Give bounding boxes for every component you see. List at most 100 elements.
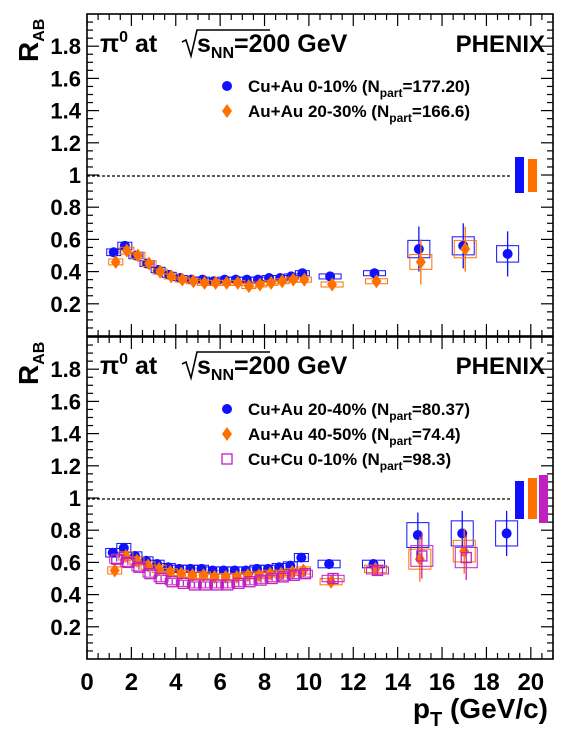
top-y-tick-label: 1.8 xyxy=(50,34,81,59)
top-title-s: s xyxy=(197,30,211,58)
top-point-1 xyxy=(166,269,177,284)
top-point-1 xyxy=(132,248,143,263)
top-point-1 xyxy=(155,264,166,279)
bottom-point-2 xyxy=(111,553,123,565)
top-y-tick-label: 1.4 xyxy=(50,99,81,124)
top-point-1 xyxy=(121,243,132,258)
bottom-sys-box xyxy=(175,579,191,587)
bottom-sys-box xyxy=(198,581,213,589)
x-tick-label: 20 xyxy=(517,669,544,696)
top-point-1 xyxy=(243,279,254,294)
top-legend-label-cuau: Cu+Au 0-10% (Npart=177.20) xyxy=(248,77,470,100)
bottom-point-2 xyxy=(288,569,300,581)
top-y-tick-label: 0.8 xyxy=(50,195,81,220)
top-title-pi-sup: 0 xyxy=(119,29,128,46)
bottom-point-1 xyxy=(187,568,198,583)
bottom-norm-box-cuau xyxy=(515,481,524,519)
top-panel-frame xyxy=(86,13,554,337)
x-tick-label: 12 xyxy=(340,669,367,696)
bottom-sys-box xyxy=(131,563,147,572)
top-sqrt-sign xyxy=(181,29,270,60)
top-point-1 xyxy=(277,274,288,289)
bottom-point-2 xyxy=(233,577,245,589)
svg-text:π0 at: π0 at xyxy=(100,351,158,380)
bottom-point-0 xyxy=(501,528,512,539)
bottom-point-2 xyxy=(255,574,267,586)
top-title-at: at xyxy=(128,30,158,58)
top-y-tick-label: 0.4 xyxy=(50,260,81,285)
x-tick-label: 10 xyxy=(296,669,323,696)
x-axis-label: pT (GeV/c) xyxy=(413,693,548,731)
bottom-legend-marker-cuau xyxy=(222,404,232,414)
top-panel: RAB π0 at sNN=200 GeV PHENIX Cu+Au 0-10%… xyxy=(13,13,554,337)
top-norm-box-cuau xyxy=(515,157,524,193)
bottom-point-2 xyxy=(188,579,201,591)
top-y-tick-label: 1.6 xyxy=(50,66,81,91)
bottom-point-2 xyxy=(371,564,384,577)
top-point-1 xyxy=(299,272,310,287)
bottom-y-tick-label: 1.2 xyxy=(50,454,81,479)
bottom-y-tick-label: 1.8 xyxy=(50,357,81,382)
svg-text:sNN=200 GeV: sNN=200 GeV xyxy=(197,30,348,62)
bottom-point-2 xyxy=(299,568,312,580)
top-panel-title: π0 at sNN=200 GeV xyxy=(100,29,348,62)
top-legend-marker-cuau xyxy=(222,81,232,91)
bottom-point-2 xyxy=(277,571,289,583)
bottom-point-1 xyxy=(176,566,187,581)
bottom-norm-box-auau xyxy=(528,478,537,519)
bottom-point-2 xyxy=(199,579,212,591)
top-point-1 xyxy=(460,242,471,257)
top-point-1 xyxy=(266,275,277,290)
bottom-sys-box xyxy=(209,581,225,589)
bottom-sys-box xyxy=(164,578,180,586)
bottom-panel: RAB π0 at sNN=200 GeV PHENIX Cu+Au 20-40… xyxy=(13,336,554,660)
top-ylabel: RAB xyxy=(13,19,48,62)
bottom-point-2 xyxy=(266,572,278,585)
top-y-tick-label: 1.2 xyxy=(50,131,81,156)
bottom-point-2 xyxy=(122,556,134,569)
bottom-sys-box xyxy=(275,573,291,581)
x-tick-label: 8 xyxy=(258,669,271,696)
bottom-sys-box xyxy=(264,574,280,583)
bottom-norm-box-cucu xyxy=(539,475,548,523)
bottom-title-energy: =200 GeV xyxy=(234,352,348,380)
bottom-experiment-label: PHENIX xyxy=(456,353,545,380)
bottom-point-2 xyxy=(222,579,234,591)
bottom-point-2 xyxy=(177,577,189,589)
svg-text:sNN=200 GeV: sNN=200 GeV xyxy=(197,352,348,384)
top-legend-marker-auau xyxy=(222,104,232,118)
top-point-0 xyxy=(108,247,119,258)
bottom-title-pi: π xyxy=(100,352,119,380)
x-tick-label: 18 xyxy=(473,669,500,696)
bottom-sys-box xyxy=(286,571,302,580)
top-point-1 xyxy=(327,277,338,292)
bottom-y-axis: 0.2 0.4 0.6 0.8 1 1.2 1.4 1.6 1.8 xyxy=(50,344,553,652)
top-title-energy: =200 GeV xyxy=(234,30,348,58)
bottom-y-tick-label: 0.8 xyxy=(50,518,81,543)
top-y-tick-label: 0.6 xyxy=(50,227,81,252)
bottom-point-2 xyxy=(166,576,178,588)
bottom-title-s: s xyxy=(197,352,211,380)
bottom-legend-label-auau: Au+Au 40-50% (Npart=74.4) xyxy=(248,425,461,448)
x-tick-label: 6 xyxy=(213,669,226,696)
top-point-1 xyxy=(254,277,265,292)
bottom-panel-frame xyxy=(86,336,554,660)
bottom-point-2 xyxy=(244,576,256,588)
top-y-tick-label: 0.2 xyxy=(50,292,81,317)
top-point-1 xyxy=(232,275,243,290)
top-legend: Cu+Au 0-10% (Npart=177.20) Au+Au 20-30% … xyxy=(222,77,470,125)
top-point-1 xyxy=(221,275,232,290)
bottom-legend-label-cuau: Cu+Au 20-40% (Npart=80.37) xyxy=(248,400,470,423)
x-tick-label: 14 xyxy=(384,669,411,696)
bottom-legend: Cu+Au 20-40% (Npart=80.37) Au+Au 40-50% … xyxy=(221,400,470,473)
x-tick-label: 4 xyxy=(169,669,183,696)
top-point-1 xyxy=(110,254,121,269)
bottom-sqrt-sign xyxy=(181,351,270,382)
bottom-sys-box xyxy=(231,579,247,587)
bottom-point-0 xyxy=(296,552,307,563)
top-point-1 xyxy=(188,274,199,289)
bottom-point-0 xyxy=(324,559,335,570)
bottom-y-tick-label: 0.6 xyxy=(50,550,81,575)
x-tick-label: 0 xyxy=(80,669,93,696)
top-point-0 xyxy=(413,244,424,255)
